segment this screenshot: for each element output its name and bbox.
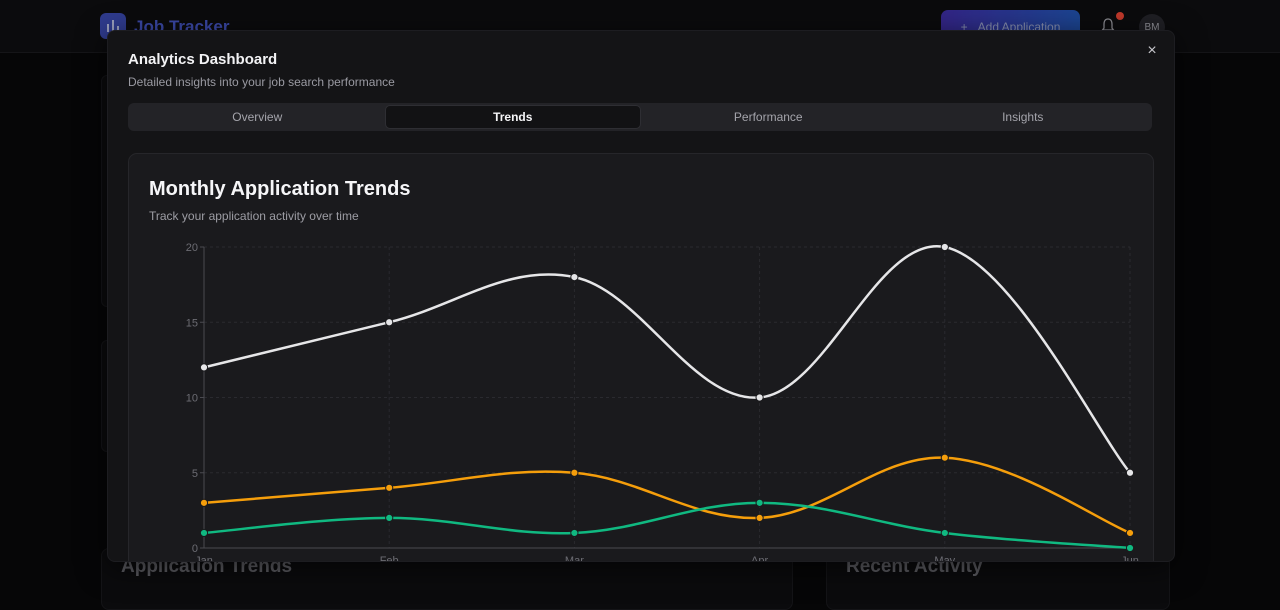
data-point: [1125, 528, 1135, 538]
data-point: [940, 453, 949, 462]
y-tick-label: 10: [186, 393, 198, 405]
data-point: [940, 242, 949, 252]
tab-trends[interactable]: Trends: [384, 105, 641, 129]
y-tick-label: 20: [186, 242, 198, 254]
x-tick-label: Jun: [1121, 555, 1139, 562]
tab-overview[interactable]: Overview: [232, 110, 283, 124]
x-tick-label: Mar: [565, 555, 584, 562]
modal-title: Analytics Dashboard: [128, 51, 278, 68]
series-line-2: [203, 456, 1131, 535]
tab-bar: Overview Trends Performance Insights: [128, 103, 1152, 131]
data-point: [199, 363, 209, 372]
trends-card: Monthly Application Trends Track your ap…: [128, 153, 1154, 562]
y-tick-label: 5: [192, 468, 198, 480]
line-chart: 0 5 10 15 20 Jan Feb Mar Apr May Jun: [186, 242, 1139, 562]
modal-subtitle: Detailed insights into your job search p…: [128, 75, 395, 89]
data-point: [755, 498, 764, 507]
data-point: [385, 483, 394, 492]
data-point: [1125, 468, 1135, 477]
tab-insights[interactable]: Insights: [1002, 110, 1044, 124]
data-point: [755, 393, 764, 402]
x-tick-label: Feb: [380, 555, 399, 562]
plus-icon: +: [960, 20, 968, 34]
close-icon[interactable]: ×: [1147, 42, 1157, 59]
data-point: [385, 513, 394, 522]
data-point: [570, 528, 579, 538]
data-point: [755, 513, 764, 522]
card-subtitle: Track your application activity over tim…: [149, 209, 359, 223]
analytics-modal: Analytics Dashboard Detailed insights in…: [107, 30, 1175, 562]
x-tick-label: May: [934, 555, 955, 562]
notification-badge: [1116, 12, 1124, 20]
data-point: [199, 498, 209, 507]
x-tick-label: Jan: [195, 555, 213, 562]
data-point: [385, 318, 394, 327]
data-point: [570, 468, 579, 477]
data-point: [1125, 543, 1135, 553]
tab-performance[interactable]: Performance: [733, 110, 803, 124]
y-tick-label: 15: [186, 317, 198, 329]
data-point: [199, 528, 209, 538]
series-line-3: [203, 501, 1131, 550]
data-point: [570, 273, 579, 282]
series-line-1: [203, 245, 1131, 474]
card-title: Monthly Application Trends: [149, 178, 411, 200]
y-tick-label: 0: [192, 543, 198, 555]
x-tick-label: Apr: [751, 555, 768, 562]
data-point: [940, 528, 949, 538]
